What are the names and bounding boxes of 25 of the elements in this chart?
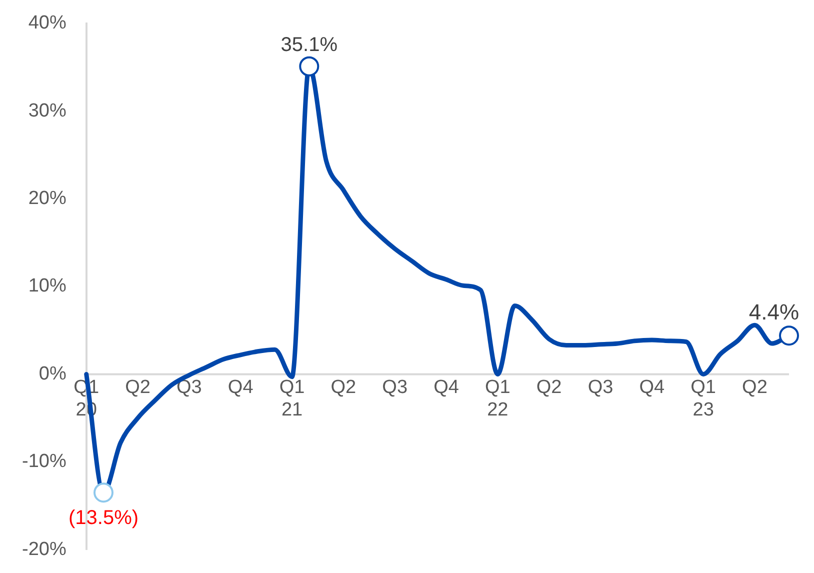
point <box>299 56 320 76</box>
x-tick-label: Q4 <box>639 376 665 398</box>
x-tick-label: Q4 <box>228 376 254 398</box>
x-tick-label: Q1 22 <box>484 376 510 421</box>
x-tick-label: Q2 <box>330 376 356 398</box>
y-tick-label: 0% <box>38 363 66 384</box>
annotation: (13.5%) <box>68 507 139 530</box>
x-tick-label: Q3 <box>588 376 614 398</box>
y-tick-label: -10% <box>22 451 66 472</box>
x-tick-label: Q3 <box>176 376 202 398</box>
y-tick-label: 30% <box>28 100 66 122</box>
y-tick-label: 10% <box>28 276 66 297</box>
annotation: 35.1% <box>280 34 338 56</box>
point <box>779 326 799 346</box>
y-tick-label: 20% <box>28 188 66 210</box>
x-tick-label: Q1 23 <box>690 376 716 421</box>
annotation: 4.4% <box>748 300 800 325</box>
y-tick-label: -20% <box>22 538 66 560</box>
x-tick-label: Q1 21 <box>279 376 305 421</box>
x-tick-label: Q2 <box>742 376 768 398</box>
x-tick-label: Q3 <box>382 376 408 398</box>
x-tick-label: Q2 <box>536 376 562 398</box>
x-tick-label: Q4 <box>434 376 460 398</box>
x-tick-label: Q2 <box>125 376 150 398</box>
y-tick-label: 40% <box>28 12 66 34</box>
